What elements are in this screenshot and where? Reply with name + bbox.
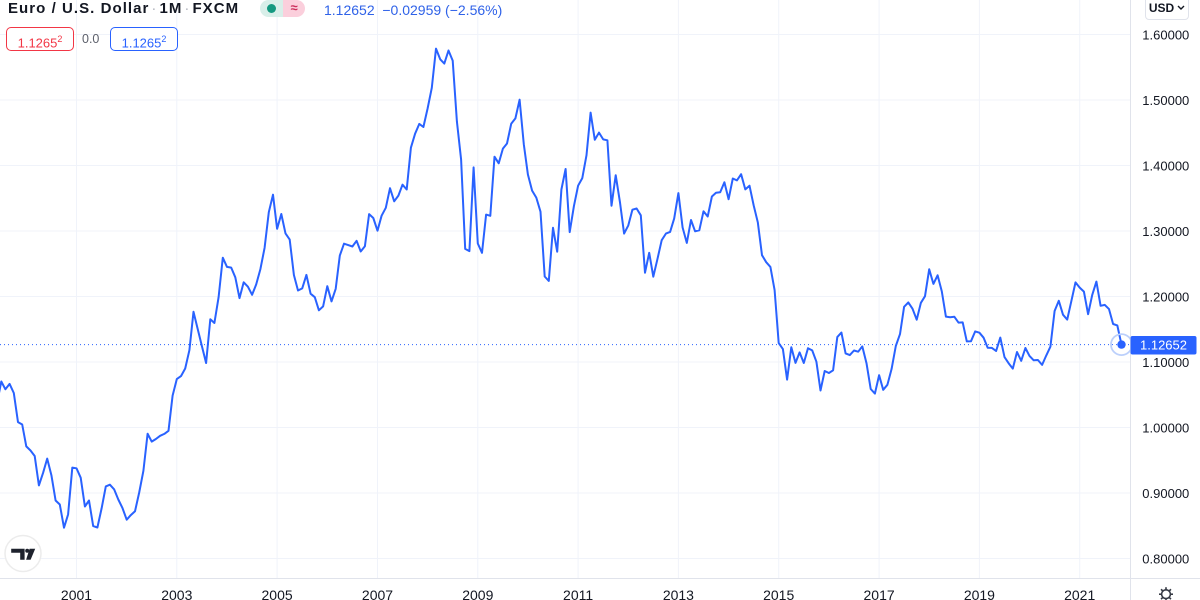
svg-text:1.20000: 1.20000 bbox=[1142, 290, 1189, 305]
svg-text:2019: 2019 bbox=[964, 587, 995, 600]
svg-text:2003: 2003 bbox=[161, 587, 192, 600]
svg-text:2011: 2011 bbox=[563, 587, 593, 600]
svg-text:2015: 2015 bbox=[763, 587, 794, 600]
svg-text:1.50000: 1.50000 bbox=[1142, 93, 1189, 108]
svg-text:2007: 2007 bbox=[362, 587, 393, 600]
svg-text:0.90000: 0.90000 bbox=[1142, 486, 1189, 501]
svg-text:1.60000: 1.60000 bbox=[1142, 28, 1189, 43]
svg-text:2013: 2013 bbox=[663, 587, 694, 600]
svg-text:1.40000: 1.40000 bbox=[1142, 159, 1189, 174]
svg-text:1.12652: 1.12652 bbox=[1140, 338, 1187, 353]
svg-text:2017: 2017 bbox=[864, 587, 895, 600]
svg-text:1.30000: 1.30000 bbox=[1142, 224, 1189, 239]
svg-text:2005: 2005 bbox=[262, 587, 293, 600]
svg-text:2021: 2021 bbox=[1064, 587, 1095, 600]
svg-text:1.10000: 1.10000 bbox=[1142, 355, 1189, 370]
svg-text:2009: 2009 bbox=[462, 587, 493, 600]
svg-text:1.00000: 1.00000 bbox=[1142, 421, 1189, 436]
svg-text:2001: 2001 bbox=[61, 587, 92, 600]
svg-text:0.80000: 0.80000 bbox=[1142, 552, 1189, 567]
